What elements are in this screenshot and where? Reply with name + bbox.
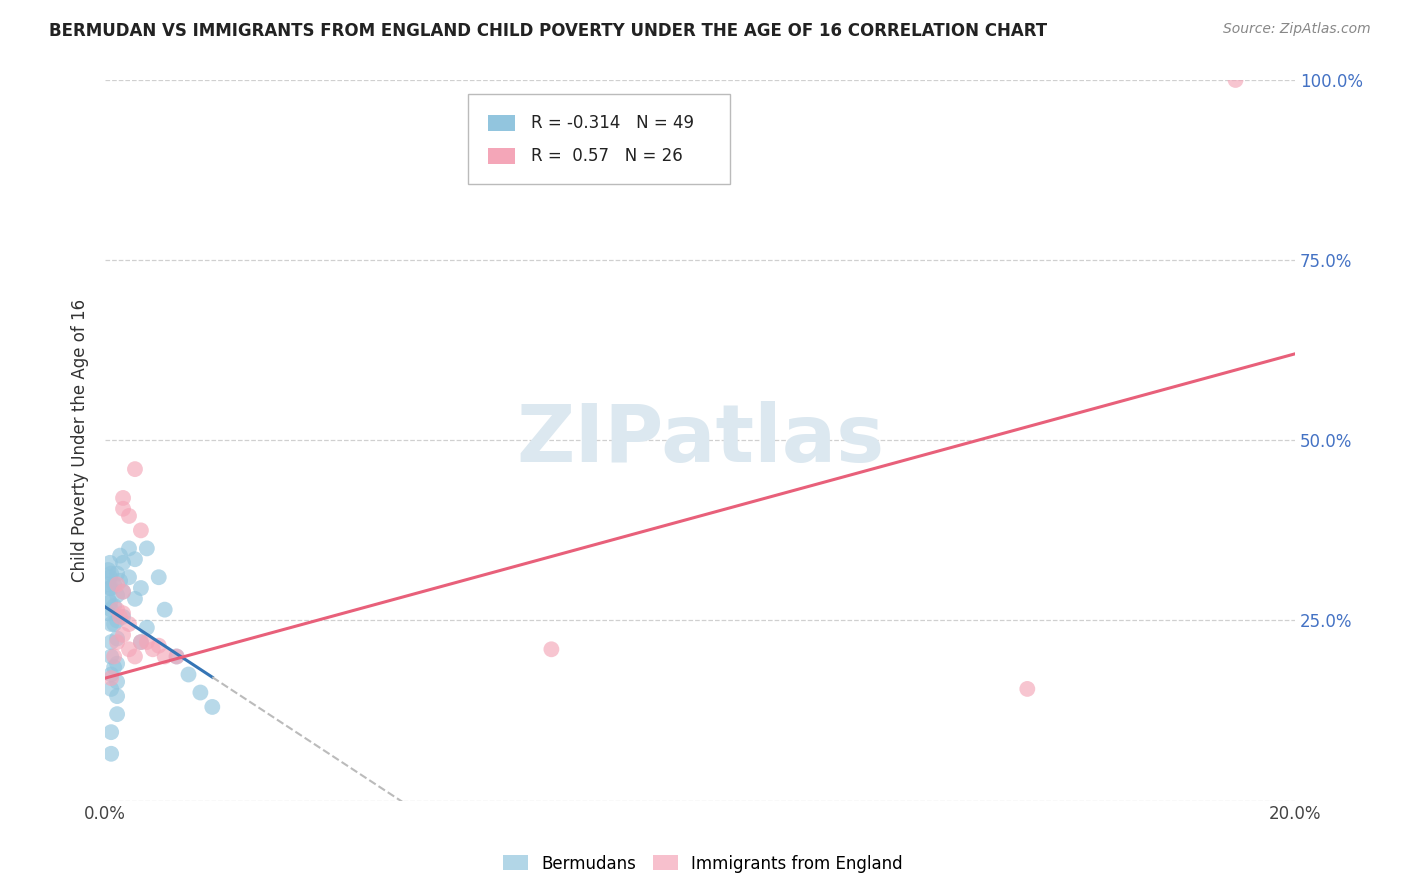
Point — [129, 635, 152, 649]
Point — [97, 577, 120, 591]
Point — [148, 639, 170, 653]
Text: R =  0.57   N = 26: R = 0.57 N = 26 — [531, 146, 683, 165]
Point — [129, 581, 152, 595]
FancyBboxPatch shape — [468, 95, 730, 185]
Point — [118, 642, 141, 657]
Point — [100, 617, 122, 632]
Point — [112, 501, 135, 516]
Point — [118, 541, 141, 556]
Point — [177, 667, 200, 681]
Point — [135, 635, 157, 649]
Point — [135, 621, 157, 635]
Point — [100, 649, 122, 664]
Point — [124, 462, 146, 476]
Point — [103, 617, 125, 632]
Point — [100, 602, 122, 616]
Point — [105, 632, 128, 646]
Point — [105, 635, 128, 649]
Point — [112, 584, 135, 599]
Point — [129, 524, 152, 538]
Point — [124, 552, 146, 566]
Point — [118, 570, 141, 584]
Point — [105, 707, 128, 722]
Point — [105, 657, 128, 671]
Text: R = -0.314   N = 49: R = -0.314 N = 49 — [531, 114, 695, 132]
Point — [112, 628, 135, 642]
Point — [108, 549, 131, 563]
Point — [103, 649, 125, 664]
Point — [103, 599, 125, 613]
Y-axis label: Child Poverty Under the Age of 16: Child Poverty Under the Age of 16 — [72, 299, 89, 582]
Point — [124, 649, 146, 664]
FancyBboxPatch shape — [488, 148, 515, 163]
Point — [135, 541, 157, 556]
Text: BERMUDAN VS IMMIGRANTS FROM ENGLAND CHILD POVERTY UNDER THE AGE OF 16 CORRELATIO: BERMUDAN VS IMMIGRANTS FROM ENGLAND CHIL… — [49, 22, 1047, 40]
Point — [100, 681, 122, 696]
Point — [166, 649, 188, 664]
Point — [142, 642, 165, 657]
Point — [108, 574, 131, 588]
Point — [100, 635, 122, 649]
Point — [112, 584, 135, 599]
Point — [97, 563, 120, 577]
Point — [105, 577, 128, 591]
Point — [153, 649, 176, 664]
Point — [112, 556, 135, 570]
Point — [118, 508, 141, 523]
Point — [98, 556, 121, 570]
Point — [100, 581, 122, 595]
Point — [100, 747, 122, 761]
Point — [105, 689, 128, 703]
Point — [201, 700, 224, 714]
Point — [98, 581, 121, 595]
Point — [124, 591, 146, 606]
Text: Source: ZipAtlas.com: Source: ZipAtlas.com — [1223, 22, 1371, 37]
Point — [129, 635, 152, 649]
FancyBboxPatch shape — [488, 115, 515, 131]
Point — [100, 566, 122, 581]
Point — [105, 614, 128, 628]
Point — [1225, 73, 1247, 87]
Point — [100, 667, 122, 681]
Point — [97, 607, 120, 621]
Point — [105, 602, 128, 616]
Point — [97, 591, 120, 606]
Point — [100, 725, 122, 739]
Point — [1017, 681, 1039, 696]
Point — [98, 595, 121, 609]
Point — [100, 671, 122, 685]
Point — [190, 685, 212, 699]
Point — [112, 610, 135, 624]
Point — [118, 617, 141, 632]
Point — [105, 566, 128, 581]
Point — [112, 607, 135, 621]
Point — [540, 642, 562, 657]
Point — [105, 588, 128, 602]
Point — [112, 491, 135, 505]
Point — [103, 577, 125, 591]
Legend: Bermudans, Immigrants from England: Bermudans, Immigrants from England — [496, 848, 910, 880]
Point — [98, 570, 121, 584]
Point — [103, 660, 125, 674]
Point — [166, 649, 188, 664]
Point — [108, 610, 131, 624]
Point — [105, 674, 128, 689]
Point — [148, 570, 170, 584]
Point — [153, 602, 176, 616]
Text: ZIPatlas: ZIPatlas — [516, 401, 884, 479]
